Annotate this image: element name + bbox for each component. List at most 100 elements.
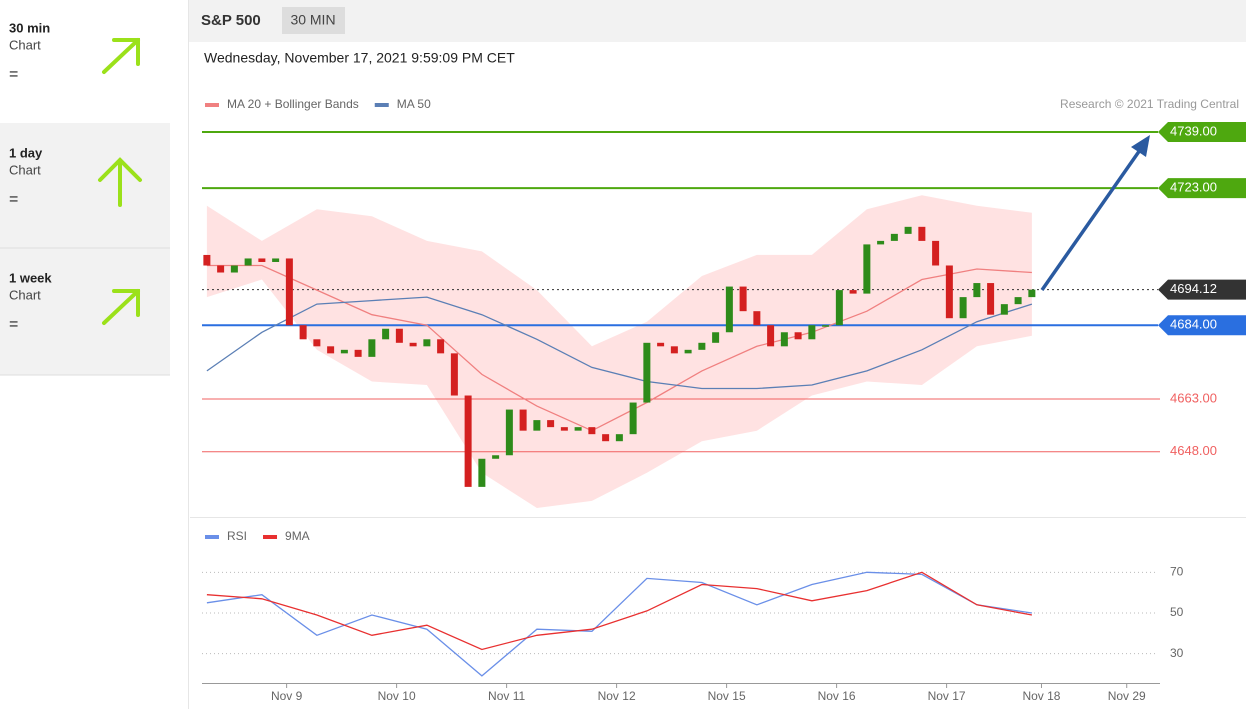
candle-body xyxy=(244,258,252,266)
candle-body xyxy=(437,339,445,354)
symbol: S&P 500 xyxy=(201,12,261,29)
target-arrow xyxy=(1040,148,1142,292)
candle-body xyxy=(890,233,898,241)
candle-body xyxy=(629,402,637,435)
candle-body xyxy=(574,427,582,431)
candle-body xyxy=(959,297,967,319)
indicator-line xyxy=(206,571,1032,677)
candle-body xyxy=(835,290,843,326)
candle-body xyxy=(478,458,486,487)
candle-body xyxy=(987,283,995,315)
level-label: 4684.00 xyxy=(1170,317,1217,332)
legend-swatch xyxy=(374,103,389,107)
candle-body xyxy=(753,311,761,326)
candle-body xyxy=(657,342,665,347)
bollinger-band xyxy=(206,195,1032,508)
candle-body xyxy=(945,265,953,319)
candle-body xyxy=(203,254,211,266)
candle-body xyxy=(670,346,678,354)
candle-body xyxy=(1000,304,1008,315)
candle-body xyxy=(767,325,775,347)
legend-label: MA 20 + Bollinger Bands xyxy=(227,97,359,111)
date: Wednesday, November 17, 2021 9:59:09 PM … xyxy=(204,50,515,66)
candle-body xyxy=(849,290,857,294)
item-title[interactable]: 30 min xyxy=(9,20,50,35)
legend-swatch xyxy=(205,103,219,107)
y-tick-label: 30 xyxy=(1170,646,1184,660)
candle-body xyxy=(932,240,940,266)
credit: Research © 2021 Trading Central xyxy=(1060,97,1239,111)
x-tick-label: Nov 10 xyxy=(378,689,416,703)
level-tag xyxy=(1158,315,1246,336)
candle-body xyxy=(547,420,555,428)
candle-body xyxy=(822,325,830,327)
level-label: 4739.00 xyxy=(1170,123,1217,138)
level-label: 4648.00 xyxy=(1170,443,1217,458)
header-bar xyxy=(188,0,1246,42)
candle-body xyxy=(560,427,568,431)
legend-swatch xyxy=(205,535,219,539)
candle-body xyxy=(519,409,527,431)
candle-body xyxy=(409,342,417,347)
x-tick-label: Nov 16 xyxy=(818,689,856,703)
candle-body xyxy=(739,286,747,312)
arrow-up xyxy=(98,157,142,207)
level-label: 4694.12 xyxy=(1170,281,1217,296)
interval-badge[interactable] xyxy=(282,7,345,34)
item-sign: = xyxy=(9,191,18,208)
legend-label: 9MA xyxy=(285,529,310,543)
candle-body xyxy=(313,339,321,347)
y-tick-label: 50 xyxy=(1170,605,1184,619)
interval[interactable]: 30 MIN xyxy=(290,12,335,28)
arrow-up-right xyxy=(102,38,140,74)
moving-average xyxy=(206,296,1033,390)
candle-body xyxy=(918,226,926,241)
candle-body xyxy=(258,258,266,262)
x-tick-label: Nov 18 xyxy=(1022,689,1060,703)
candle-body xyxy=(863,244,871,294)
candle-body xyxy=(423,339,431,347)
candle-body xyxy=(395,328,403,343)
candle-body xyxy=(725,286,733,333)
x-tick-label: Nov 29 xyxy=(1108,689,1146,703)
item-title[interactable]: 1 day xyxy=(9,145,43,160)
candle-body xyxy=(1028,289,1036,298)
candle-body xyxy=(354,349,362,357)
candle-body xyxy=(450,353,458,396)
candle-body xyxy=(464,395,472,487)
candle-body xyxy=(382,328,390,340)
candle-body xyxy=(698,342,706,350)
candle-body xyxy=(299,325,307,340)
trend-icons xyxy=(98,38,142,325)
legend-label: RSI xyxy=(227,529,247,543)
candle-body xyxy=(602,434,610,442)
legend-label: MA 50 xyxy=(397,97,431,111)
indicator-line xyxy=(206,571,1033,651)
level-label: 4663.00 xyxy=(1170,390,1217,405)
item-sign: = xyxy=(9,316,18,333)
level-tag xyxy=(1158,178,1246,199)
candle-body xyxy=(340,349,348,354)
candle-body xyxy=(904,226,912,234)
candle-body xyxy=(808,325,816,340)
candle-body xyxy=(794,332,802,340)
candle-body xyxy=(1014,297,1022,305)
y-tick-label: 70 xyxy=(1170,565,1184,579)
item-title[interactable]: 1 week xyxy=(9,270,52,285)
candle-body xyxy=(285,258,293,326)
x-tick-label: Nov 11 xyxy=(488,689,525,703)
candle-body xyxy=(780,332,788,347)
candle-body xyxy=(492,455,500,459)
candle-body xyxy=(533,420,541,431)
sidebar-bg xyxy=(0,123,170,375)
item-sub: Chart xyxy=(9,37,41,52)
item-sub: Chart xyxy=(9,162,41,177)
item-sign: = xyxy=(9,66,18,83)
x-tick-label: Nov 9 xyxy=(271,689,303,703)
level-tag xyxy=(1158,121,1246,142)
level-label: 4723.00 xyxy=(1170,180,1217,195)
candle-body xyxy=(230,265,238,273)
candle-body xyxy=(217,265,225,273)
